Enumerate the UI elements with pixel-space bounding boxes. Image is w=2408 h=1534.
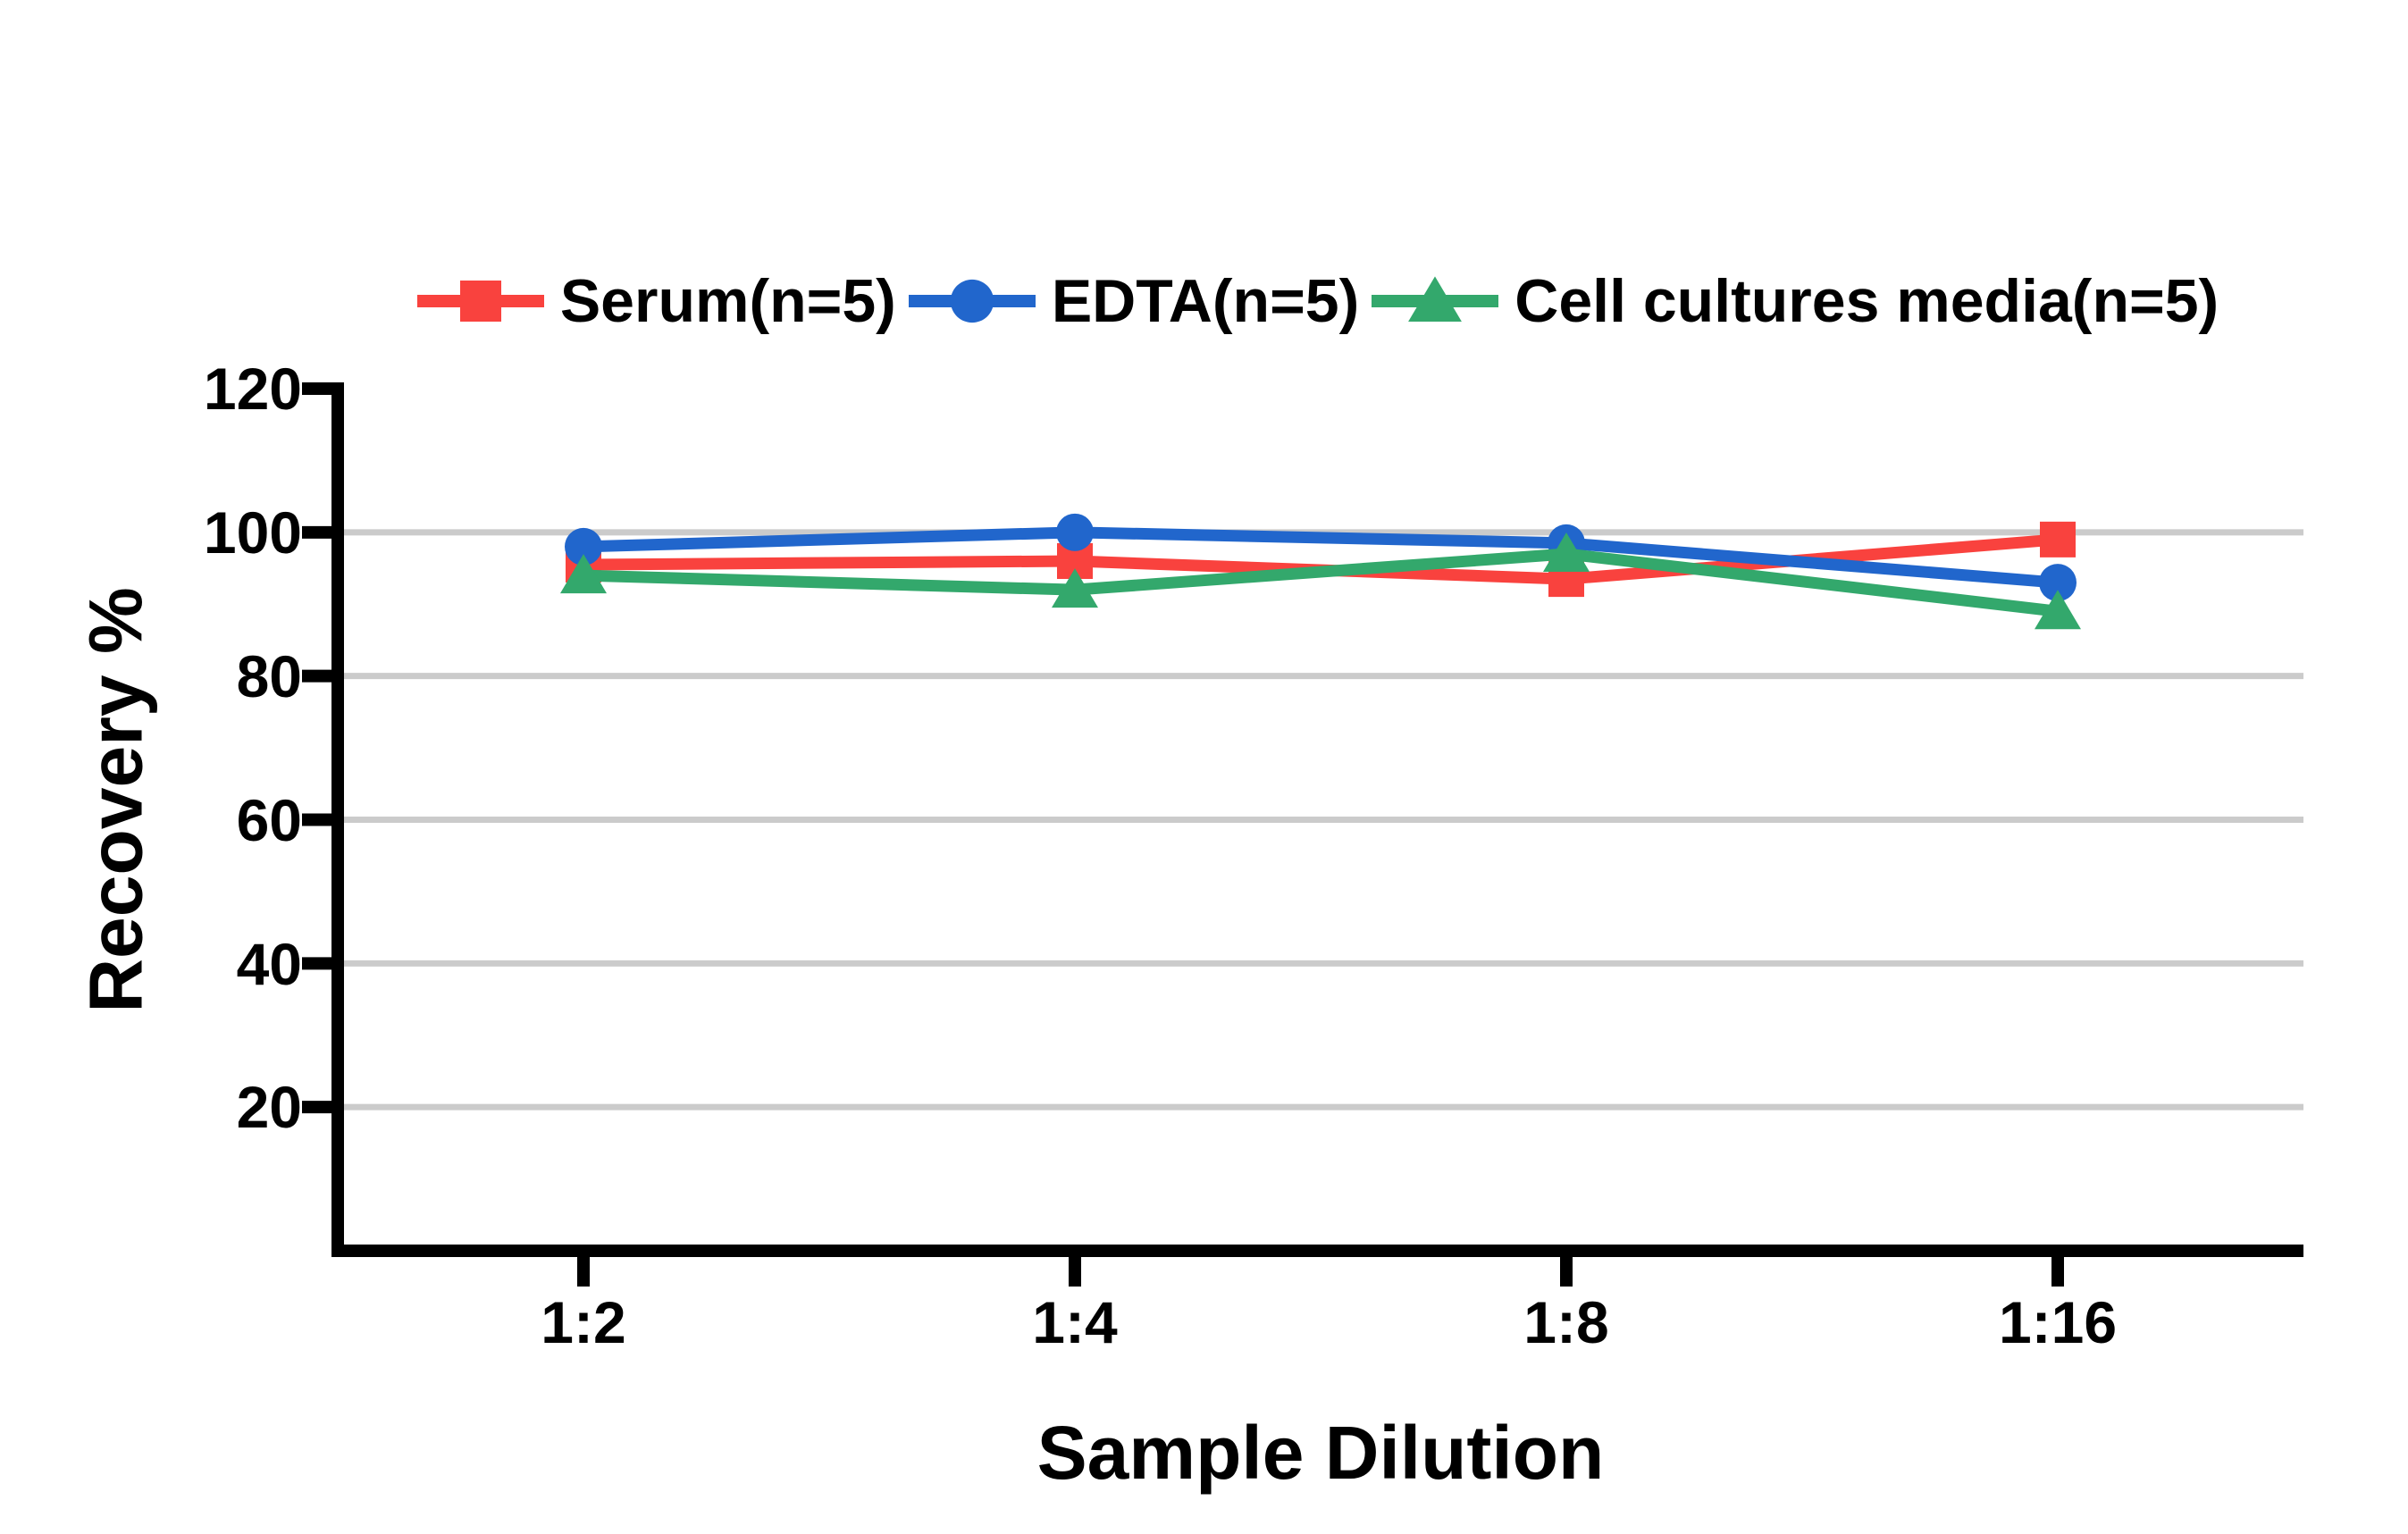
x-axis-title: Sample Dilution (1036, 1411, 1605, 1495)
legend-item-serum: Serum(n=5) (414, 264, 905, 338)
x-tick-label-1-2: 1:2 (541, 1289, 626, 1355)
legend-item-cell-cultures-media: Cell cultures media(n=5) (1368, 264, 2228, 338)
legend-sample-marker-edta-n-5 (950, 279, 994, 323)
y-tick-label-40: 40 (236, 931, 302, 997)
legend: Serum(n=5) EDTA(n=5) Cell cultures media… (338, 264, 2303, 338)
legend-marker-serum (416, 281, 544, 322)
legend-marker-edta (908, 279, 1036, 323)
legend-label-edta: EDTA(n=5) (1051, 267, 1360, 335)
y-tick-label-80: 80 (236, 643, 302, 709)
series-line-cell-cultures-media-n-5 (577, 548, 2064, 617)
series-line-edta-n-5 (577, 526, 2064, 589)
marker-edta-n-5-1 (1056, 513, 1094, 551)
y-tick-label-60: 60 (236, 787, 302, 853)
marker-edta-n-5-3 (2039, 564, 2077, 602)
marker-cell-cultures-media-n-5-0 (560, 554, 607, 594)
marker-serum-n-5-3 (2040, 521, 2076, 557)
y-axis-title-wrap: Recovery % (36, 536, 197, 1063)
legend-sample-marker-serum-n-5 (459, 281, 501, 322)
marker-cell-cultures-media-n-5-3 (2035, 590, 2081, 630)
y-tick-label-120: 120 (203, 356, 302, 422)
legend-marker-cell-cultures-media (1372, 276, 1499, 322)
x-tick-label-1-16: 1:16 (1998, 1289, 2118, 1355)
y-axis-title: Recovery % (73, 586, 158, 1013)
x-tick-label-1-4: 1:4 (1032, 1289, 1118, 1355)
marker-cell-cultures-media-n-5-2 (1543, 532, 1590, 572)
marker-cell-cultures-media-n-5-1 (1052, 568, 1098, 608)
y-tick-label-20: 20 (236, 1074, 302, 1140)
legend-item-edta: EDTA(n=5) (905, 264, 1368, 338)
legend-label-serum: Serum(n=5) (559, 267, 896, 335)
legend-label-cell-cultures-media: Cell cultures media(n=5) (1514, 267, 2219, 335)
marker-edta-n-5-0 (565, 527, 602, 566)
legend-sample-marker-cell-cultures-media-n-5 (1408, 276, 1463, 322)
x-tick-label-1-8: 1:8 (1523, 1289, 1609, 1355)
y-tick-label-100: 100 (203, 499, 302, 566)
